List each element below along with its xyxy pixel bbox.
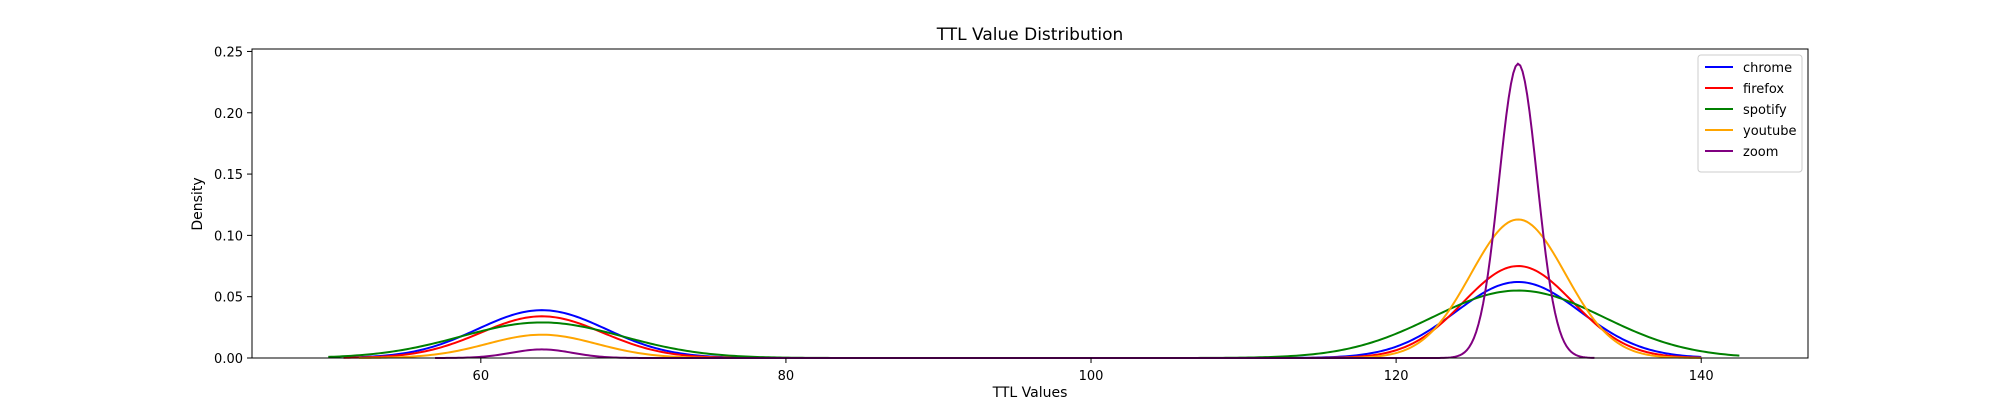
y-tick-label: 0.05 — [214, 291, 243, 306]
chart-title: TTL Value Distribution — [936, 25, 1124, 45]
legend-label-chrome: chrome — [1743, 61, 1792, 76]
x-axis-ticks: 60 80 100 120 140 — [473, 358, 1714, 384]
y-tick-label: 0.15 — [214, 168, 243, 183]
x-tick-label: 120 — [1384, 369, 1409, 384]
legend: chrome firefox spotify youtube zoom — [1697, 54, 1803, 173]
legend-label-youtube: youtube — [1743, 124, 1796, 139]
legend-label-firefox: firefox — [1743, 82, 1784, 97]
plot-area — [251, 48, 1809, 359]
x-axis-label: TTL Values — [992, 385, 1068, 400]
y-tick-label: 0.25 — [214, 45, 243, 60]
legend-label-zoom: zoom — [1743, 145, 1778, 160]
y-axis-label: Density — [190, 177, 206, 230]
y-tick-label: 0.00 — [214, 352, 243, 367]
x-tick-label: 140 — [1689, 369, 1714, 384]
y-tick-label: 0.10 — [214, 229, 243, 244]
x-tick-label: 80 — [778, 369, 795, 384]
y-tick-label: 0.20 — [214, 107, 243, 122]
x-tick-label: 60 — [473, 369, 490, 384]
legend-label-spotify: spotify — [1743, 103, 1787, 118]
x-tick-label: 100 — [1079, 369, 1104, 384]
axes-frame — [251, 48, 1809, 359]
y-axis-ticks: 0.00 0.05 0.10 0.15 0.20 0.25 — [214, 45, 252, 367]
legend-box — [1697, 54, 1803, 173]
